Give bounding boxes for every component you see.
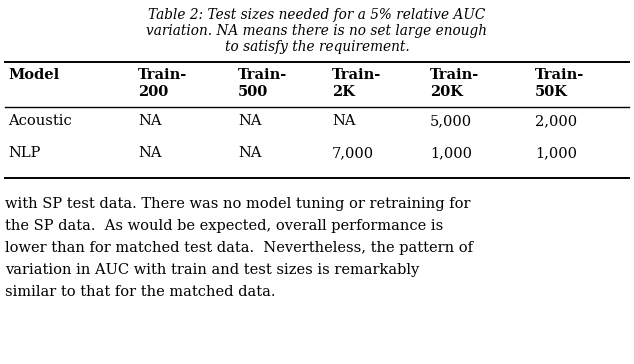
Text: NLP: NLP: [8, 146, 41, 160]
Text: variation. NA means there is no set large enough: variation. NA means there is no set larg…: [146, 24, 488, 38]
Text: Train-: Train-: [138, 68, 187, 82]
Text: NA: NA: [138, 146, 162, 160]
Text: 500: 500: [238, 85, 268, 99]
Text: NA: NA: [238, 114, 261, 128]
Text: 20K: 20K: [430, 85, 463, 99]
Text: Train-: Train-: [332, 68, 381, 82]
Text: NA: NA: [332, 114, 356, 128]
Text: to satisfy the requirement.: to satisfy the requirement.: [224, 40, 410, 54]
Text: Model: Model: [8, 68, 59, 82]
Text: 2,000: 2,000: [535, 114, 577, 128]
Text: NA: NA: [138, 114, 162, 128]
Text: variation in AUC with train and test sizes is remarkably: variation in AUC with train and test siz…: [5, 263, 419, 277]
Text: 2K: 2K: [332, 85, 355, 99]
Text: NA: NA: [238, 146, 261, 160]
Text: Table 2: Test sizes needed for a 5% relative AUC: Table 2: Test sizes needed for a 5% rela…: [148, 8, 486, 22]
Text: with SP test data. There was no model tuning or retraining for: with SP test data. There was no model tu…: [5, 197, 470, 211]
Text: similar to that for the matched data.: similar to that for the matched data.: [5, 285, 276, 299]
Text: 200: 200: [138, 85, 168, 99]
Text: 50K: 50K: [535, 85, 568, 99]
Text: Acoustic: Acoustic: [8, 114, 72, 128]
Text: 1,000: 1,000: [535, 146, 577, 160]
Text: Train-: Train-: [238, 68, 287, 82]
Text: 7,000: 7,000: [332, 146, 374, 160]
Text: 1,000: 1,000: [430, 146, 472, 160]
Text: 5,000: 5,000: [430, 114, 472, 128]
Text: lower than for matched test data.  Nevertheless, the pattern of: lower than for matched test data. Nevert…: [5, 241, 473, 255]
Text: Train-: Train-: [430, 68, 479, 82]
Text: the SP data.  As would be expected, overall performance is: the SP data. As would be expected, overa…: [5, 219, 443, 233]
Text: Train-: Train-: [535, 68, 585, 82]
